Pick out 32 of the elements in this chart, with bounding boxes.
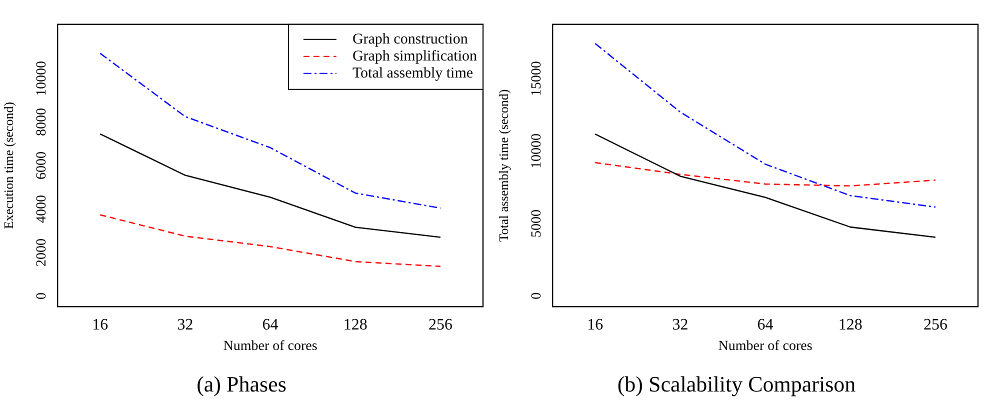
legend-label: Graph construction: [352, 31, 468, 48]
y-tick-label: 0: [529, 292, 544, 300]
x-tick-label: 256: [923, 316, 948, 334]
line-series: [99, 214, 442, 268]
x-tick-label: 32: [672, 316, 688, 334]
y-tick-label: 6000: [34, 152, 50, 180]
x-tick-label: 64: [757, 316, 774, 334]
x-axis-title: Number of cores: [718, 338, 812, 354]
y-tick-label: 0: [34, 292, 50, 300]
y-tick-label: 8000: [34, 108, 50, 136]
text: (b) Scalability Comparison: [617, 372, 856, 397]
line-series: [594, 162, 936, 187]
y-axis-title: Total assembly time (second): [496, 89, 512, 242]
y-axis-title: Execution time (second): [1, 102, 16, 230]
line-series: [594, 42, 936, 208]
x-tick-label: 32: [177, 316, 194, 334]
y-tick-label: 2000: [34, 238, 50, 266]
x-tick-label: 16: [587, 316, 604, 334]
y-tick-label: 10000: [529, 134, 544, 169]
text: (a) Phases: [196, 372, 286, 397]
x-tick-label: 64: [262, 316, 278, 334]
y-tick-label: 4000: [34, 194, 50, 223]
x-tick-label: 16: [92, 316, 108, 334]
x-axis-title: Number of cores: [223, 338, 318, 354]
x-tick-label: 256: [428, 316, 452, 334]
y-tick-label: 15000: [529, 61, 544, 96]
y-tick-label: 5000: [529, 209, 544, 238]
legend-label: Total assembly time: [352, 65, 474, 82]
legend-label: Graph simplification: [352, 48, 478, 64]
x-tick-label: 128: [343, 316, 368, 334]
x-tick-label: 128: [838, 316, 862, 334]
y-tick-label: 10000: [34, 61, 50, 96]
